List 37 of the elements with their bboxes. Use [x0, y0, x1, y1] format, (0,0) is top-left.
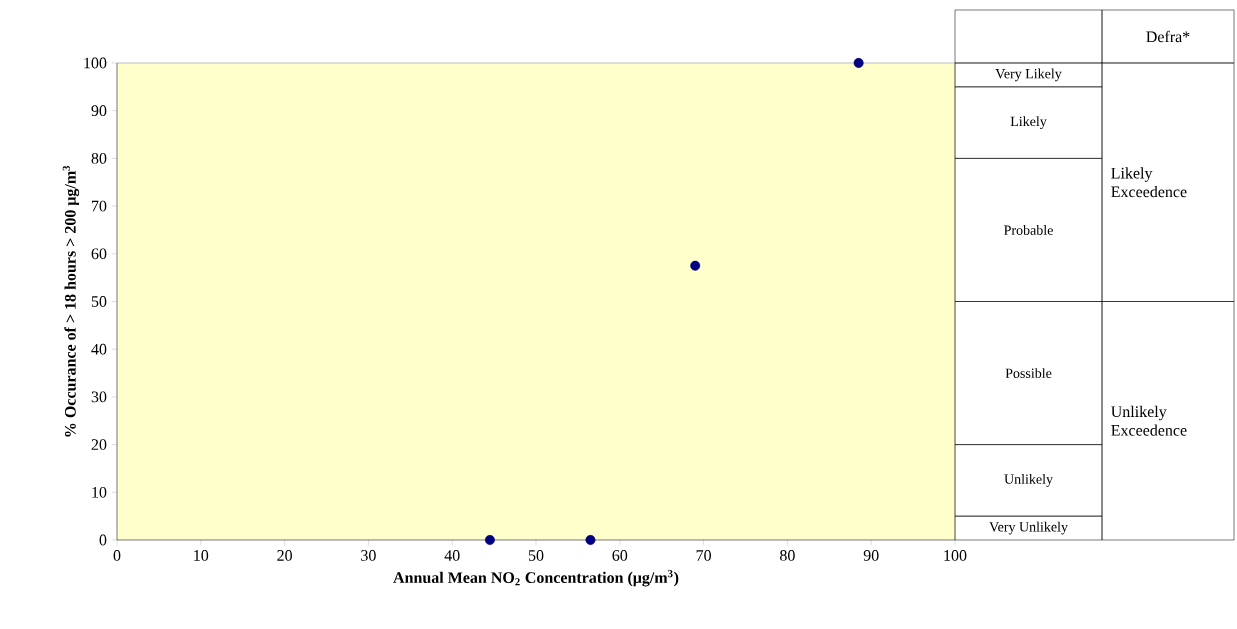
x-tick-label: 40 [444, 550, 460, 561]
y-tick-label: 0 [99, 534, 107, 546]
x-tick-label: 0 [113, 550, 121, 561]
y-tick-label: 80 [91, 152, 107, 164]
text: Likely [1010, 116, 1047, 129]
y-tick-label: 10 [92, 486, 107, 498]
x-tick-label: 20 [277, 550, 292, 561]
x-tick-label: 80 [780, 550, 795, 561]
text: Probable [1004, 225, 1053, 235]
y-tick-label: 40 [91, 343, 107, 355]
text: Unlikely Exceedence [1111, 405, 1187, 436]
y-tick-label: 100 [84, 57, 107, 69]
y-tick-label: 90 [91, 105, 107, 117]
point [484, 535, 495, 545]
x-tick-label: 50 [528, 550, 544, 561]
text: Very Likely [995, 68, 1062, 82]
x-tick-label: 30 [361, 550, 376, 561]
text: Unlikely [1004, 474, 1053, 487]
point [690, 260, 701, 271]
x-tick-label: 60 [612, 550, 628, 561]
y-tick-label: 70 [92, 200, 107, 212]
x-tick-label: 100 [944, 550, 967, 561]
text: % Occurance of > 18 hours > 200 μg/m$^{3}$ [62, 165, 80, 437]
text: Possible [1005, 368, 1052, 378]
text: Very Unlikely [989, 521, 1068, 535]
text: Likely Exceedence [1111, 167, 1187, 198]
y-tick-label: 50 [91, 296, 107, 307]
point [585, 535, 596, 545]
y-tick-label: 30 [91, 391, 107, 403]
text: Defra* [1146, 30, 1190, 43]
y-tick-label: 60 [91, 248, 107, 260]
y-tick-label: 20 [91, 439, 107, 450]
x-tick-label: 90 [863, 550, 879, 561]
x-tick-label: 70 [696, 550, 711, 561]
point [853, 58, 864, 68]
text: Annual Mean NO$_{2}$ Concentration (μg/m$^{3}$) [393, 569, 679, 587]
x-tick-label: 10 [194, 550, 209, 561]
